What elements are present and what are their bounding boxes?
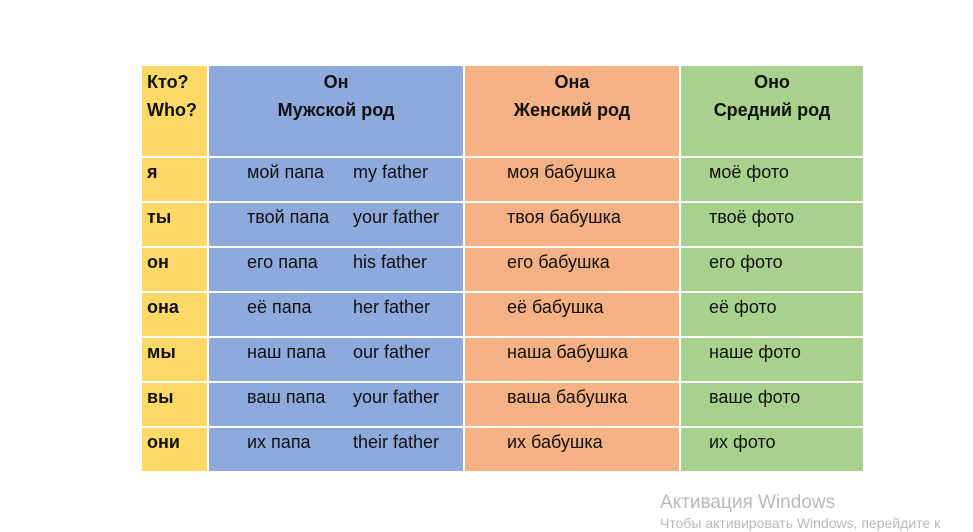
cell-who: я bbox=[140, 156, 209, 203]
feminine-text: ваша бабушка bbox=[507, 387, 628, 407]
neuter-text: ваше фото bbox=[709, 387, 801, 407]
cell-masculine: их папа their father bbox=[207, 426, 465, 473]
masculine-ru: твой папа bbox=[247, 207, 330, 227]
cell-neuter: наше фото bbox=[679, 336, 865, 383]
feminine-text: её бабушка bbox=[507, 297, 604, 317]
table-row: они их папа their father их бабушка их фото bbox=[140, 426, 865, 473]
table-row: вы ваш папа your father ваша бабушка ваше фо… bbox=[140, 381, 865, 428]
cell-masculine: его папа his father bbox=[207, 246, 465, 293]
cell-neuter: ваше фото bbox=[679, 381, 865, 428]
masculine-en: your father bbox=[353, 207, 440, 227]
cell-feminine: твоя бабушка bbox=[463, 201, 681, 248]
cell-masculine: твой папа your father bbox=[207, 201, 465, 248]
who-text: она bbox=[147, 297, 179, 317]
windows-activation-subtitle: Чтобы активировать Windows, перейдите к bbox=[660, 515, 941, 531]
cell-feminine: её бабушка bbox=[463, 291, 681, 338]
possessive-pronouns-table: Кто? Who? Он Мужской род Она Женский род… bbox=[140, 64, 865, 473]
cell-feminine: ваша бабушка bbox=[463, 381, 681, 428]
header-row: Кто? Who? Он Мужской род Она Женский род… bbox=[140, 64, 865, 158]
cell-masculine: мой папа my father bbox=[207, 156, 465, 203]
masculine-ru: его папа bbox=[247, 252, 318, 272]
who-text: вы bbox=[147, 387, 174, 407]
header-who: Кто? Who? bbox=[140, 64, 209, 158]
table-row: ты твой папа your father твоя бабушка твоё ф… bbox=[140, 201, 865, 248]
masculine-en: his father bbox=[353, 252, 428, 272]
windows-activation-title: Активация Windows bbox=[660, 492, 836, 513]
feminine-text: твоя бабушка bbox=[507, 207, 621, 227]
masculine-ru: мой папа bbox=[247, 162, 324, 182]
cell-who: мы bbox=[140, 336, 209, 383]
neuter-text: твоё фото bbox=[709, 207, 795, 227]
who-text: они bbox=[147, 432, 180, 452]
feminine-text: его бабушка bbox=[507, 252, 610, 272]
masculine-en: your father bbox=[353, 387, 440, 407]
table-row: я мой папа my father моя бабушка моё фото bbox=[140, 156, 865, 203]
masculine-ru: её папа bbox=[247, 297, 312, 317]
who-text: мы bbox=[147, 342, 176, 362]
header-masculine-pronoun: Он bbox=[323, 72, 349, 92]
neuter-text: его фото bbox=[709, 252, 783, 272]
header-neuter: Оно Средний род bbox=[679, 64, 865, 158]
neuter-text: наше фото bbox=[709, 342, 801, 362]
neuter-text: моё фото bbox=[709, 162, 789, 182]
header-feminine: Она Женский род bbox=[463, 64, 681, 158]
cell-feminine: наша бабушка bbox=[463, 336, 681, 383]
header-neuter-label: Средний род bbox=[713, 100, 831, 120]
table-row: мы наш папа our father наша бабушка наше фот… bbox=[140, 336, 865, 383]
cell-feminine: моя бабушка bbox=[463, 156, 681, 203]
cell-feminine: их бабушка bbox=[463, 426, 681, 473]
cell-neuter: его фото bbox=[679, 246, 865, 293]
cell-feminine: его бабушка bbox=[463, 246, 681, 293]
header-who-en: Who? bbox=[147, 100, 197, 120]
who-text: ты bbox=[147, 207, 172, 227]
masculine-en: her father bbox=[353, 297, 431, 317]
cell-masculine: наш папа our father bbox=[207, 336, 465, 383]
masculine-ru: ваш папа bbox=[247, 387, 326, 407]
cell-masculine: ваш папа your father bbox=[207, 381, 465, 428]
feminine-text: их бабушка bbox=[507, 432, 603, 452]
who-text: я bbox=[147, 162, 158, 182]
header-feminine-pronoun: Она bbox=[554, 72, 590, 92]
masculine-en: my father bbox=[353, 162, 429, 182]
feminine-text: наша бабушка bbox=[507, 342, 628, 362]
masculine-en: their father bbox=[353, 432, 440, 452]
neuter-text: их фото bbox=[709, 432, 776, 452]
header-feminine-label: Женский род bbox=[513, 100, 631, 120]
cell-neuter: её фото bbox=[679, 291, 865, 338]
table-row: она её папа her father её бабушка её фото bbox=[140, 291, 865, 338]
cell-neuter: моё фото bbox=[679, 156, 865, 203]
header-masculine: Он Мужской род bbox=[207, 64, 465, 158]
masculine-ru: их папа bbox=[247, 432, 311, 452]
table-row: он его папа his father его бабушка его фото bbox=[140, 246, 865, 293]
cell-neuter: их фото bbox=[679, 426, 865, 473]
who-text: он bbox=[147, 252, 169, 272]
cell-masculine: её папа her father bbox=[207, 291, 465, 338]
masculine-en: our father bbox=[353, 342, 431, 362]
header-masculine-label: Мужской род bbox=[277, 100, 395, 120]
cell-who: они bbox=[140, 426, 209, 473]
cell-neuter: твоё фото bbox=[679, 201, 865, 248]
header-neuter-pronoun: Оно bbox=[754, 72, 790, 92]
feminine-text: моя бабушка bbox=[507, 162, 616, 182]
cell-who: она bbox=[140, 291, 209, 338]
masculine-ru: наш папа bbox=[247, 342, 326, 362]
cell-who: он bbox=[140, 246, 209, 293]
neuter-text: её фото bbox=[709, 297, 777, 317]
cell-who: вы bbox=[140, 381, 209, 428]
header-who-ru: Кто? bbox=[147, 72, 189, 92]
cell-who: ты bbox=[140, 201, 209, 248]
